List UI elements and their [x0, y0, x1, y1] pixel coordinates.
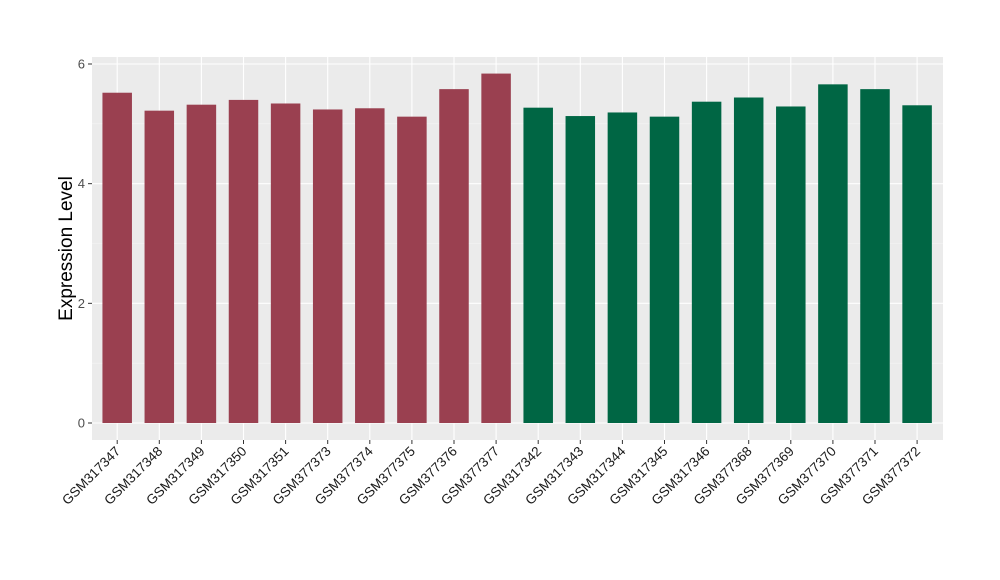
y-axis: 0 2 4 6: [78, 57, 92, 431]
bar-gsm377374: [355, 108, 385, 423]
y-tick-label: 0: [78, 416, 85, 431]
bar-gsm317350: [228, 99, 259, 424]
bar-gsm377368: [733, 97, 764, 424]
bar-gsm377370: [818, 84, 848, 424]
bar-gsm317349: [186, 104, 217, 423]
bar-gsm317345: [649, 116, 680, 424]
bar-gsm377375: [397, 116, 427, 424]
x-axis: GSM317347GSM317348GSM317349GSM317350GSM3…: [59, 440, 923, 508]
plot-panel: [92, 57, 943, 440]
y-axis-title: Expression Level: [56, 176, 77, 321]
bar-gsm377373: [312, 109, 343, 424]
bar-gsm317346: [691, 101, 722, 423]
bar-gsm317343: [565, 116, 596, 424]
bars-layer: [102, 73, 932, 424]
bar-gsm377376: [439, 89, 469, 423]
bar-gsm377377: [481, 73, 511, 423]
y-tick-label: 4: [78, 176, 85, 191]
bar-gsm377372: [902, 105, 932, 423]
y-tick-label: 6: [78, 57, 85, 72]
bar-gsm377369: [776, 106, 806, 424]
bar-gsm317347: [102, 92, 132, 423]
bar-gsm317351: [270, 103, 301, 424]
bar-gsm377371: [860, 89, 890, 423]
bar-gsm317348: [144, 110, 175, 424]
y-tick-label: 2: [78, 296, 85, 311]
bar-gsm317342: [523, 107, 553, 423]
bar-gsm317344: [607, 112, 638, 423]
